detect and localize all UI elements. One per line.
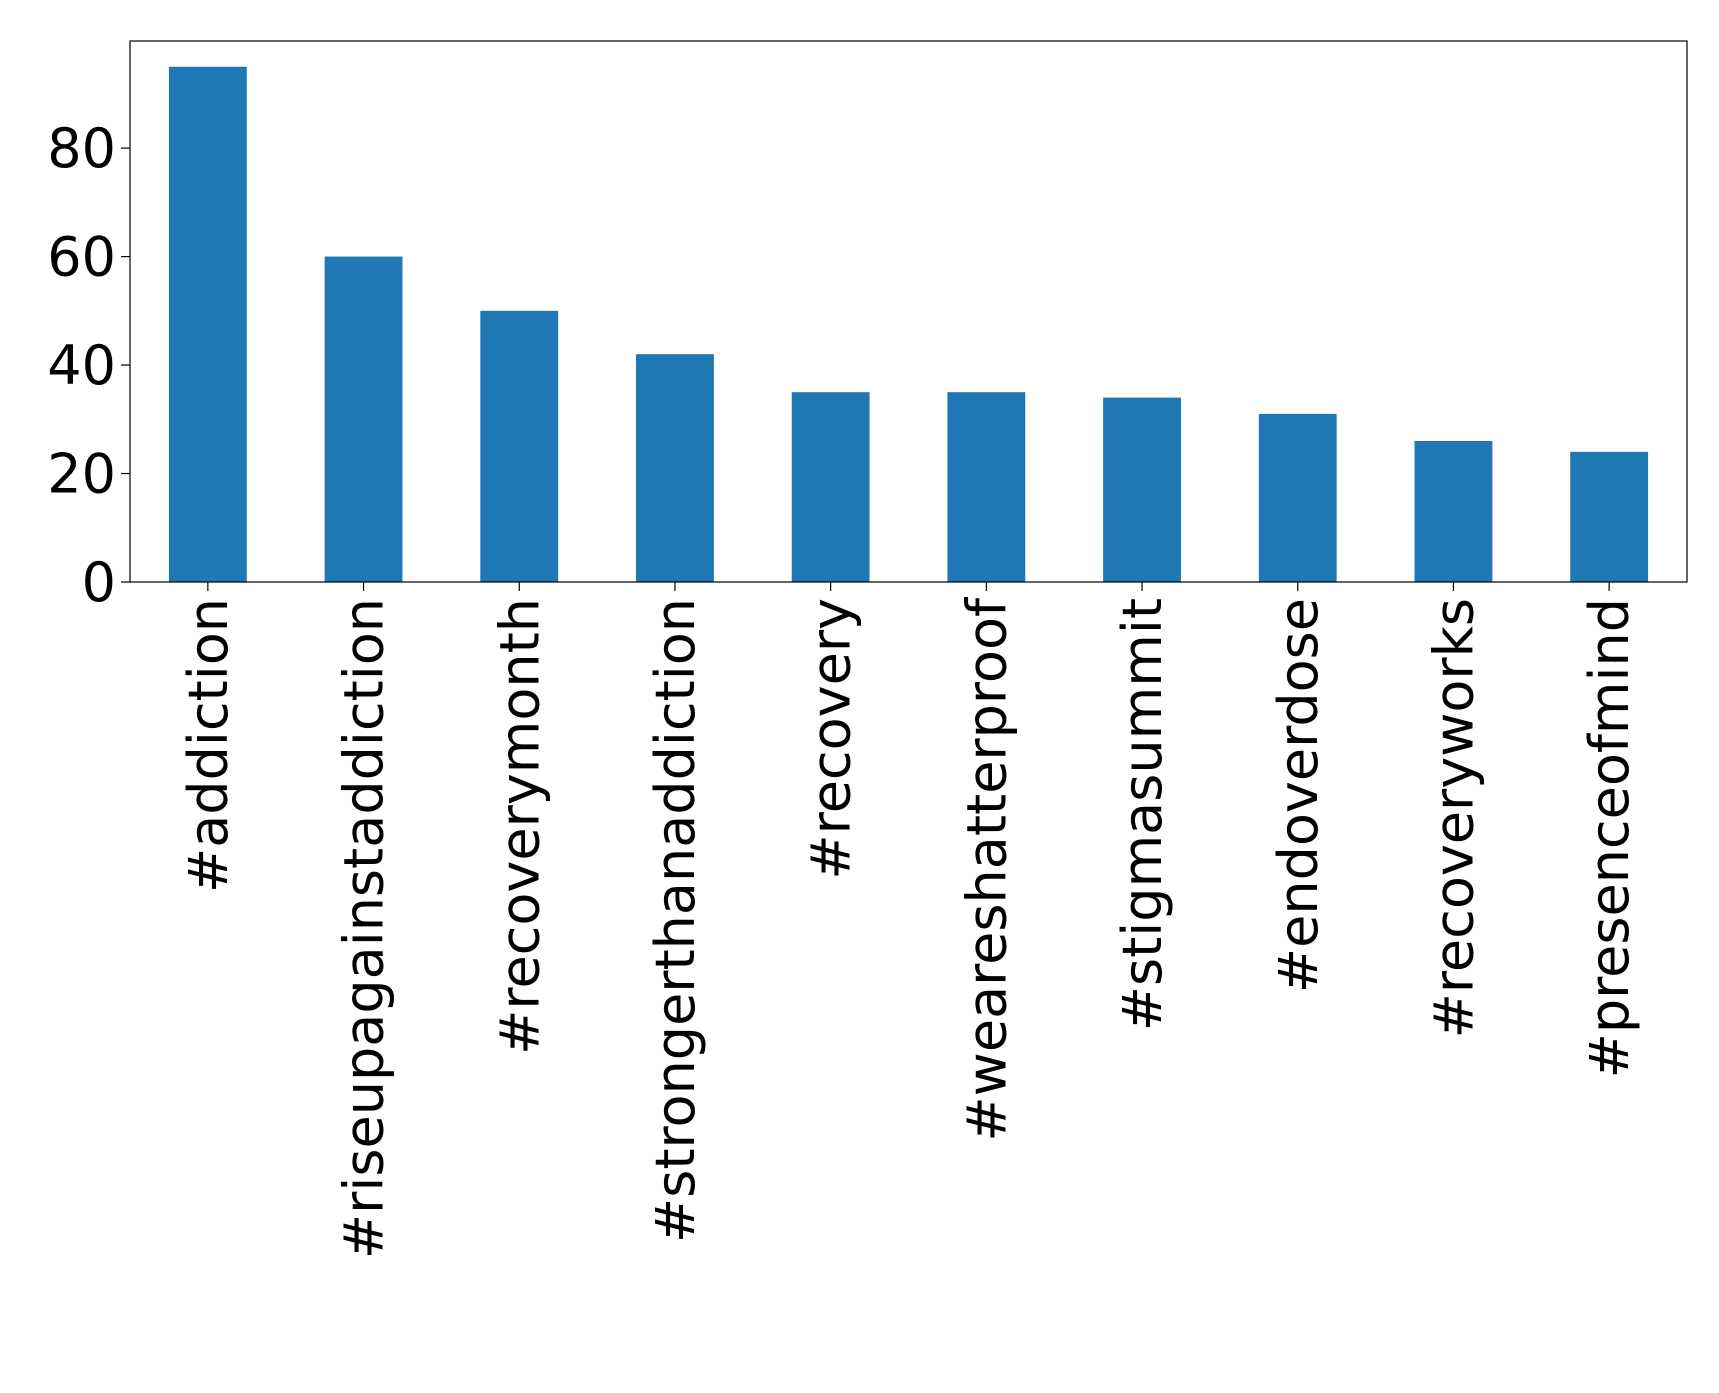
y-tick-label: 20	[47, 443, 116, 506]
y-tick-label: 60	[47, 226, 116, 289]
bar	[636, 354, 714, 582]
x-tick-label: #recoverymonth	[488, 598, 551, 1055]
x-tick-label: #endoverdose	[1267, 598, 1330, 993]
bar	[791, 392, 870, 582]
x-tick-label: #presenceofmind	[1578, 598, 1641, 1078]
bar	[1103, 397, 1181, 582]
x-tick-label: #riseupagainstaddiction	[333, 598, 396, 1259]
bar	[947, 392, 1026, 582]
bar	[324, 256, 403, 582]
y-tick-label: 80	[47, 117, 116, 180]
x-tick-label: #addiction	[177, 598, 240, 893]
x-tick-label: #recoveryworks	[1422, 598, 1485, 1038]
bar	[168, 66, 247, 582]
y-tick-label: 0	[82, 551, 116, 614]
x-tick-label: #stigmasummit	[1111, 598, 1174, 1031]
x-tick-label: #recovery	[800, 598, 863, 880]
bar	[1570, 451, 1649, 582]
x-tick-label: #strongerthanaddiction	[644, 598, 707, 1243]
plot-frame	[129, 40, 1688, 583]
y-tick-label: 40	[47, 334, 116, 397]
x-tick-label: #weareshatterproof	[955, 596, 1018, 1142]
bar	[1258, 413, 1337, 582]
bar	[1414, 440, 1493, 582]
bar	[480, 310, 559, 582]
